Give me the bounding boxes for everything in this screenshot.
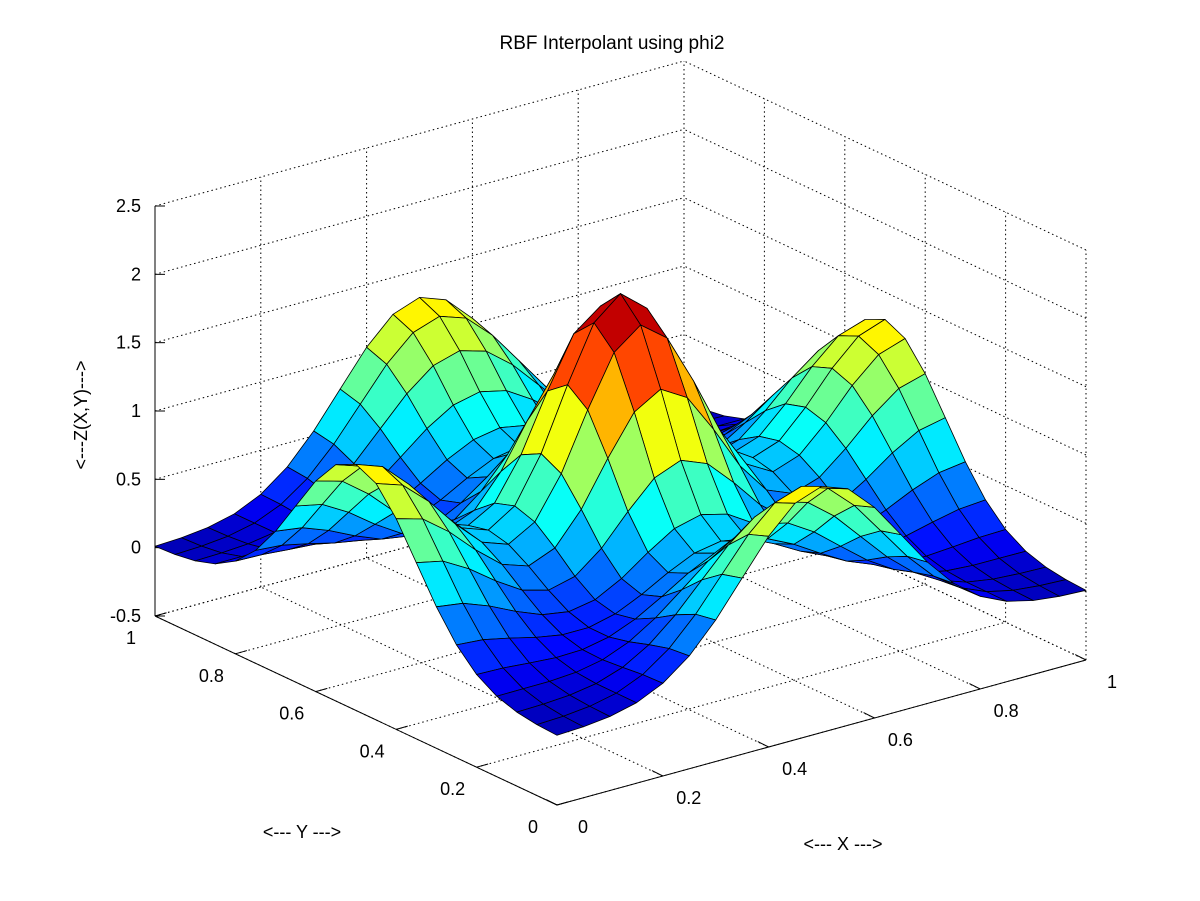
x-axis-line [556, 659, 1087, 806]
grid-line [154, 60, 685, 207]
x-tick-mark [545, 799, 558, 806]
axis-lines [154, 205, 1087, 806]
grid-line [683, 197, 1087, 388]
y-tick-label: 0.8 [199, 666, 224, 686]
grid-line [260, 586, 664, 777]
y-tick-label: 0 [528, 817, 538, 837]
grid-line [683, 60, 1087, 251]
x-tick-mark [651, 770, 664, 777]
z-tick-label: 2.5 [116, 196, 141, 216]
y-tick-mark [235, 650, 248, 655]
x-tick-label: 0.2 [676, 788, 701, 808]
y-axis-line [154, 615, 558, 806]
chart-title: RBF Interpolant using phi2 [500, 33, 725, 54]
grid-line [476, 621, 1006, 768]
x-tick-label: 0 [578, 817, 588, 837]
y-tick-mark [154, 612, 167, 617]
z-tick-label: 0 [131, 538, 141, 558]
grid-line [235, 508, 765, 655]
z-tick-label: 1.5 [116, 333, 141, 353]
y-tick-label: 0.2 [440, 779, 465, 799]
y-tick-label: 1 [126, 628, 136, 648]
y-tick-mark [476, 763, 489, 768]
y-tick-label: 0.6 [279, 704, 304, 724]
x-tick-label: 0.8 [994, 701, 1019, 721]
grid-line [154, 470, 685, 617]
grid-line [154, 128, 685, 275]
grid-line [683, 128, 1087, 319]
grid-line [315, 546, 845, 693]
y-tick-mark [315, 687, 328, 693]
tick-labels: 00.20.40.60.8100.20.40.60.81-0.500.511.5… [110, 196, 1117, 837]
x-axis-label: <--- X ---> [804, 834, 883, 854]
x-tick-mark [969, 683, 981, 690]
z-tick-label: 1 [131, 401, 141, 421]
z-tick-label: -0.5 [110, 606, 141, 626]
x-tick-label: 1 [1107, 672, 1117, 692]
grid-line [154, 265, 685, 412]
y-tick-mark [396, 725, 408, 730]
y-tick-mark [556, 801, 569, 806]
x-tick-mark [1074, 654, 1087, 661]
grid-line [683, 265, 1087, 456]
x-tick-label: 0.6 [888, 730, 913, 750]
x-tick-mark [757, 741, 769, 748]
z-tick-label: 0.5 [116, 469, 141, 489]
z-tick-label: 2 [131, 264, 141, 284]
surface-patch [536, 715, 584, 736]
z-axis-label: <---Z(X,Y)---> [71, 361, 91, 470]
x-tick-label: 0.4 [782, 759, 807, 779]
y-axis-label: <--- Y ---> [263, 822, 341, 842]
surface-plot [154, 293, 1087, 736]
grid-line [683, 333, 1087, 524]
y-tick-label: 0.4 [360, 741, 385, 761]
grid-line [154, 333, 685, 480]
grid-line [396, 583, 926, 730]
x-tick-mark [863, 712, 875, 719]
grid-line [154, 197, 685, 344]
